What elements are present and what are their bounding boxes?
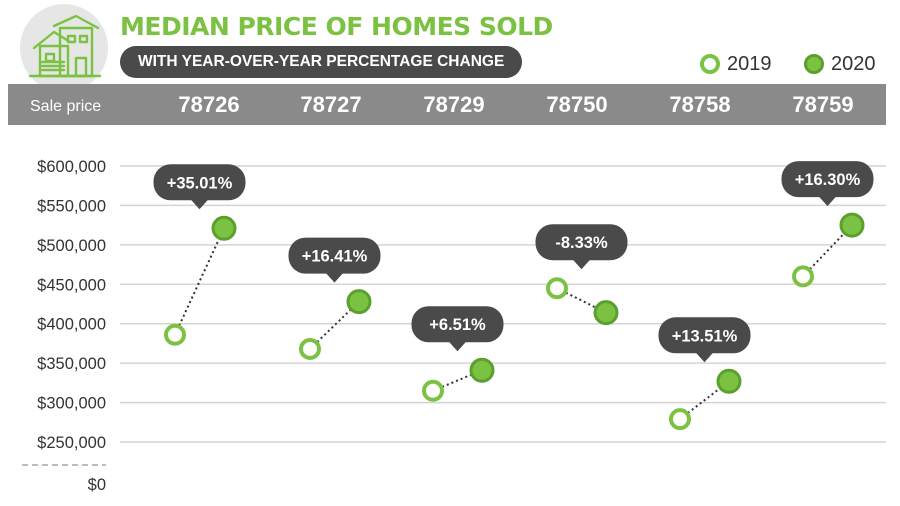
- legend-swatch-filled: [804, 54, 824, 74]
- zip-label-78726: 78726: [178, 92, 240, 117]
- zip-label-78727: 78727: [300, 92, 362, 117]
- point-2019: [422, 379, 444, 402]
- callout-pointer: [325, 272, 344, 283]
- change-connector: [432, 369, 483, 392]
- point-2020: [211, 215, 237, 241]
- point-2020: [346, 289, 372, 315]
- point-2019: [669, 408, 691, 431]
- data-label: +16.41%: [302, 248, 368, 266]
- point-2019: [792, 265, 814, 288]
- zip-label-78758: 78758: [669, 92, 731, 117]
- y-tick-label: $550,000: [37, 197, 106, 215]
- y-tick-label: $400,000: [37, 316, 106, 334]
- callout-pointer: [572, 259, 591, 270]
- point-2020: [469, 357, 495, 383]
- callout-pointer: [190, 199, 209, 210]
- callout-bubble: [781, 161, 874, 198]
- callout-pointer: [695, 352, 714, 363]
- y-tick-label: $350,000: [37, 355, 106, 373]
- callout-pointer: [448, 341, 467, 352]
- point-2020: [839, 212, 865, 238]
- data-label: +6.51%: [429, 316, 486, 334]
- callout-bubble: [535, 224, 628, 261]
- header-label: Sale price: [30, 98, 102, 115]
- callout-bubble: [658, 317, 751, 354]
- point-2019: [164, 323, 186, 346]
- point-2019: [299, 337, 321, 360]
- y-tick-label: $300,000: [37, 395, 106, 413]
- data-label: +13.51%: [672, 327, 738, 345]
- legend-label-2020: 2020: [831, 53, 876, 75]
- data-label: +16.30%: [795, 171, 861, 189]
- callout-bubble: [153, 164, 246, 201]
- legend-swatch-hollow: [700, 54, 720, 74]
- zip-label-78759: 78759: [792, 92, 854, 117]
- callout-pointer: [818, 196, 837, 207]
- header-bar: Sale price 78726 78727 78729 78750 78758…: [8, 84, 886, 125]
- chart-subtitle: WITH YEAR-OVER-YEAR PERCENTAGE CHANGE: [120, 46, 523, 78]
- logo-badge: [20, 4, 108, 92]
- data-label: -8.33%: [555, 234, 608, 252]
- callout-bubble: [288, 237, 381, 274]
- data-label: +35.01%: [167, 174, 233, 192]
- y-tick-label: $600,000: [37, 158, 106, 176]
- change-connector: [802, 224, 853, 278]
- house-icon: [28, 14, 102, 78]
- y-tick-label: $450,000: [37, 276, 106, 294]
- zip-label-78729: 78729: [423, 92, 485, 117]
- chart-title: MEDIAN PRICE OF HOMES SOLD: [120, 12, 553, 41]
- zip-label-78750: 78750: [546, 92, 608, 117]
- legend-label-2019: 2019: [727, 53, 772, 75]
- y-tick-label: $500,000: [37, 237, 106, 255]
- callout-bubble: [411, 306, 504, 343]
- point-2019: [546, 277, 568, 300]
- point-2020: [716, 368, 742, 394]
- y-tick-label: $250,000: [37, 434, 106, 452]
- point-2020: [593, 300, 619, 326]
- y-tick-label: $0: [88, 476, 106, 494]
